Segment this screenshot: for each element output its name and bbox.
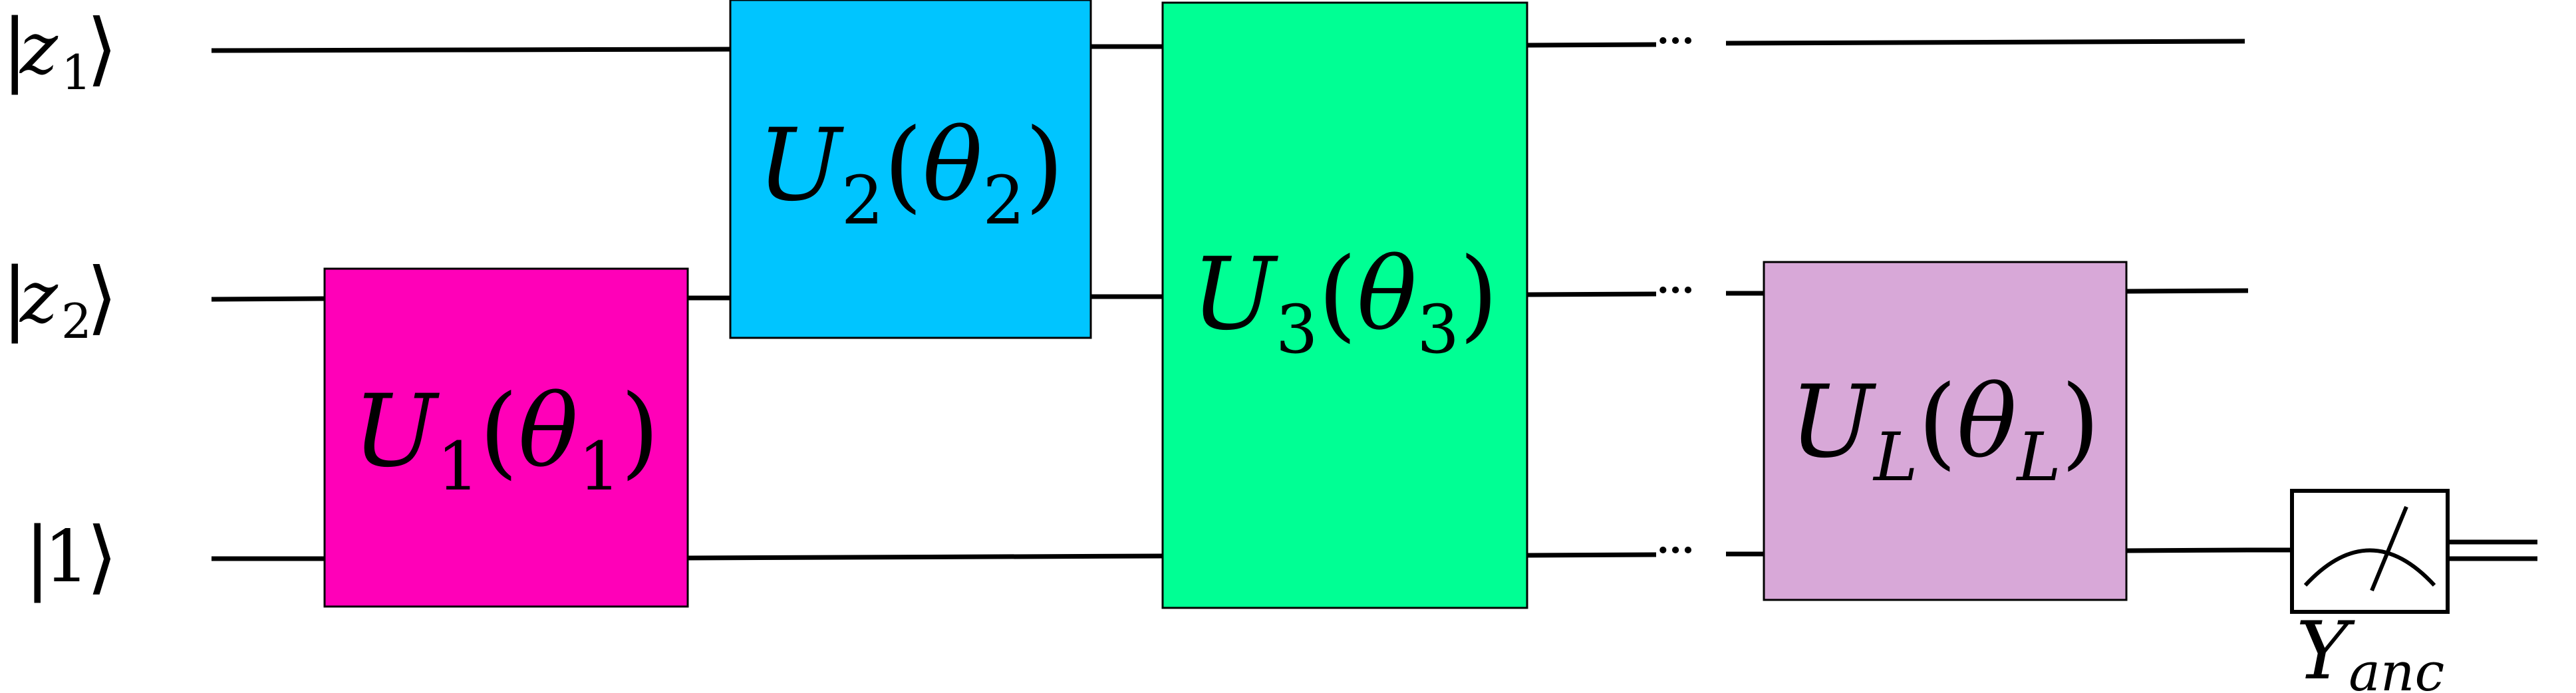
gate-u1: U1(θ1) — [323, 267, 689, 608]
gate-u1-param-sub: 1 — [578, 428, 621, 505]
meter-needle-icon — [2370, 505, 2408, 592]
gate-u2: U2(θ2) — [729, 0, 1092, 339]
gate-ul-param-sub: L — [2015, 418, 2061, 496]
gate-u2-box — [729, 0, 1092, 339]
gate-u3-op-sub: 3 — [1276, 291, 1318, 368]
gate-u3-label: U3(θ3) — [1191, 237, 1498, 368]
ket-close-z2: ⟩ — [86, 251, 118, 344]
wire-z1-segment-a — [211, 47, 731, 53]
gate-u3-op: U — [1191, 237, 1278, 352]
gate-ul: UL(θL) — [1763, 261, 2128, 601]
ellipsis-wire-anc: ··· — [1655, 521, 1692, 581]
ellipsis-wire-z2: ··· — [1655, 261, 1692, 321]
ket-symbol-z1: z — [19, 7, 59, 90]
gate-u2-op: U — [757, 108, 844, 223]
gate-u1-op: U — [353, 374, 440, 489]
gate-u1-label: U1(θ1) — [353, 374, 659, 505]
gate-u3-param-sub: 3 — [1417, 291, 1459, 368]
input-label-ancilla: | 1 ⟩ — [24, 511, 118, 603]
wire-z2-segment-d — [1526, 291, 1657, 297]
gate-u2-param: θ — [923, 108, 982, 223]
gate-u1-rparen: ) — [621, 374, 660, 489]
gate-ul-op-sub: L — [1872, 418, 1918, 496]
wire-z1-segment-d — [1725, 39, 2245, 46]
wire-anc-segment-b — [687, 553, 1163, 561]
gate-u3-box — [1161, 1, 1528, 609]
wires — [211, 39, 2537, 561]
ket-sub-z1: 1 — [61, 45, 92, 100]
gate-ul-label: UL(θL) — [1790, 364, 2100, 496]
input-label-z1: | z 1 ⟩ — [1, 3, 118, 100]
gate-u2-param-sub: 2 — [982, 162, 1025, 239]
gate-ul-op: U — [1790, 364, 1877, 480]
gate-u3-param: θ — [1357, 237, 1417, 352]
ket-symbol-anc: 1 — [44, 515, 90, 599]
ket-open-anc: | — [24, 511, 51, 603]
ket-sub-z2: 2 — [61, 293, 92, 349]
gate-u2-rparen: ) — [1025, 108, 1064, 223]
ket-close-z1: ⟩ — [86, 3, 118, 95]
gate-u3-lparen: ( — [1318, 237, 1358, 352]
wire-anc-segment-e — [2126, 547, 2249, 553]
measurement-sub: anc — [2349, 641, 2444, 693]
gate-ul-param: θ — [1957, 364, 2017, 480]
gate-u3: U3(θ3) — [1161, 1, 1528, 609]
gate-ul-box — [1763, 261, 2128, 601]
gate-u2-lparen: ( — [884, 108, 923, 223]
gate-u2-op-sub: 2 — [841, 162, 884, 239]
measurement: Yanc — [2290, 489, 2450, 693]
gate-u2-label: U2(θ2) — [757, 108, 1064, 239]
gate-u3-rparen: ) — [1459, 237, 1499, 352]
ket-open-z2: | — [1, 251, 28, 344]
gate-ul-lparen: ( — [1918, 364, 1957, 480]
ket-close-anc: ⟩ — [86, 511, 118, 603]
ellipsis-wire-z1: ··· — [1655, 11, 1692, 71]
gate-u1-box — [323, 267, 689, 608]
measurement-label: Yanc — [2296, 605, 2444, 693]
input-label-z2: | z 2 ⟩ — [1, 251, 118, 349]
ket-open-z1: | — [1, 3, 28, 95]
gate-u1-param: θ — [518, 374, 578, 489]
gate-u1-op-sub: 1 — [437, 428, 480, 505]
measurement-symbol: Y — [2296, 605, 2355, 693]
gate-u1-lparen: ( — [480, 374, 519, 489]
ket-symbol-z2: z — [19, 256, 59, 339]
gate-ul-rparen: ) — [2061, 364, 2100, 480]
meter-arc-icon — [2303, 548, 2436, 587]
